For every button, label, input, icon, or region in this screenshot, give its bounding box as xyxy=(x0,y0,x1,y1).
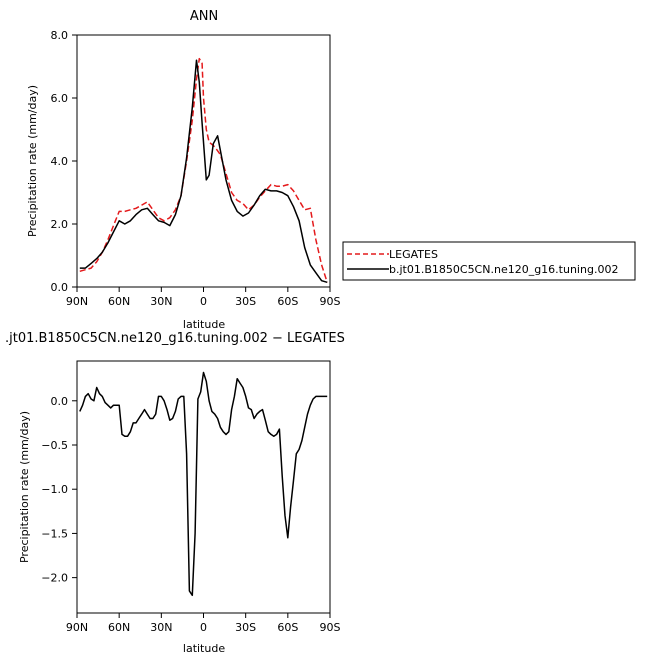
legend-label-model: b.jt01.B1850C5CN.ne120_g16.tuning.002 xyxy=(389,263,618,276)
bottom-series-line-0 xyxy=(79,371,328,597)
bottom-y-tick-label: 0.0 xyxy=(51,395,69,408)
bottom-panel: .jt01.B1850C5CN.ne120_g16.tuning.002 − L… xyxy=(5,331,345,655)
top-x-tick-label: 30S xyxy=(235,295,256,308)
top-x-tick-label: 60N xyxy=(108,295,130,308)
legend-box xyxy=(342,241,636,281)
top-y-tick-label: 4.0 xyxy=(51,155,69,168)
bottom-y-axis-label: Precipitation rate (mm/day) xyxy=(18,411,31,563)
top-series-line-1 xyxy=(79,59,328,284)
bottom-x-axis: 90N 60N 30N 0 30S 60S 90S xyxy=(66,613,341,634)
bottom-y-tick-label: −1.5 xyxy=(41,527,68,540)
top-x-tick-label: 30N xyxy=(150,295,172,308)
top-x-tick-label: 0 xyxy=(200,295,207,308)
bottom-y-tick-label: −0.5 xyxy=(41,439,68,452)
legend-label-legates: LEGATES xyxy=(389,248,438,261)
top-y-tick-label: 6.0 xyxy=(51,92,69,105)
top-y-tick-label: 0.0 xyxy=(51,281,69,294)
bottom-x-tick-label: 90S xyxy=(320,621,341,634)
top-y-axis-label: Precipitation rate (mm/day) xyxy=(26,85,39,237)
bottom-x-tick-label: 60N xyxy=(108,621,130,634)
legend: LEGATES b.jt01.B1850C5CN.ne120_g16.tunin… xyxy=(342,241,636,281)
top-panel-title: ANN xyxy=(190,9,218,24)
top-series-line-0 xyxy=(79,57,328,283)
bottom-y-axis: 0.0 −0.5 −1.0 −1.5 −2.0 xyxy=(41,395,77,585)
top-plot-frame xyxy=(76,34,331,288)
top-y-axis: 0.0 2.0 4.0 6.0 8.0 xyxy=(51,29,77,294)
bottom-y-tick-label: −1.0 xyxy=(41,483,68,496)
top-x-tick-label: 90N xyxy=(66,295,88,308)
top-y-tick-label: 8.0 xyxy=(51,29,69,42)
bottom-x-axis-label: latitude xyxy=(183,642,225,655)
top-x-axis-label: latitude xyxy=(183,318,225,331)
top-panel: ANN 0.02.04.06.08.0 90N 60N 30N 0 30S 60S 90S … xyxy=(26,9,341,331)
bottom-y-tick-label: −2.0 xyxy=(41,572,68,585)
top-x-tick-label: 90S xyxy=(320,295,341,308)
bottom-x-tick-label: 30N xyxy=(150,621,172,634)
bottom-x-tick-label: 0 xyxy=(200,621,207,634)
bottom-panel-title: .jt01.B1850C5CN.ne120_g16.tuning.002 − L… xyxy=(5,331,345,346)
top-y-tick-label: 2.0 xyxy=(51,218,69,231)
top-x-axis: 90N 60N 30N 0 30S 60S 90S xyxy=(66,287,341,308)
bottom-x-tick-label: 60S xyxy=(277,621,298,634)
bottom-plot-lines xyxy=(79,371,328,597)
top-x-tick-label: 60S xyxy=(277,295,298,308)
bottom-x-tick-label: 30S xyxy=(235,621,256,634)
bottom-x-tick-label: 90N xyxy=(66,621,88,634)
top-plot-lines xyxy=(79,57,328,284)
